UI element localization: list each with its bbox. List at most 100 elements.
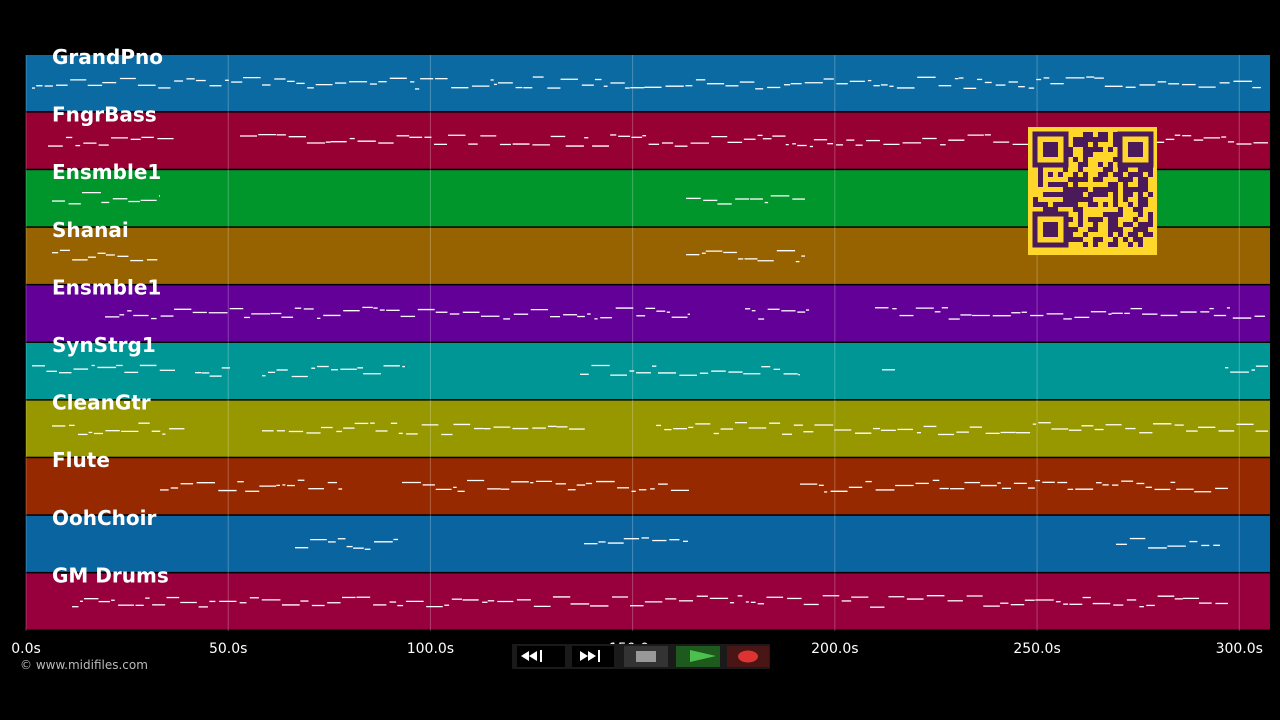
qr-module — [1113, 132, 1118, 137]
record-button[interactable] — [727, 646, 769, 667]
qr-module — [1038, 172, 1043, 177]
qr-module — [1073, 177, 1078, 182]
qr-module — [1068, 227, 1073, 232]
qr-module — [1128, 177, 1133, 182]
qr-module — [1098, 147, 1103, 152]
qr-module — [1108, 187, 1113, 192]
qr-module — [1063, 182, 1068, 187]
qr-module — [1148, 167, 1153, 172]
qr-module — [1098, 217, 1103, 222]
track-lane — [26, 55, 1270, 112]
tick-label: 250.0s — [1013, 641, 1060, 657]
qr-module — [1118, 232, 1123, 237]
qr-module — [1088, 132, 1093, 137]
qr-module — [1118, 207, 1123, 212]
qr-module — [1133, 227, 1138, 232]
copyright: © www.midifiles.com — [20, 658, 148, 672]
qr-module — [1068, 152, 1073, 157]
qr-module — [1113, 217, 1118, 222]
qr-module — [1118, 172, 1123, 177]
tick-label: 300.0s — [1216, 641, 1263, 657]
qr-module — [1078, 222, 1083, 227]
qr-module — [1058, 192, 1063, 197]
qr-finder-center — [1043, 142, 1058, 157]
stop-button[interactable] — [624, 646, 668, 667]
qr-module — [1058, 202, 1063, 207]
qr-finder-center — [1128, 142, 1143, 157]
qr-module — [1048, 182, 1053, 187]
qr-module — [1113, 222, 1118, 227]
qr-module — [1078, 207, 1083, 212]
qr-module — [1083, 242, 1088, 247]
qr-finder-center — [1043, 222, 1058, 237]
qr-module — [1143, 167, 1148, 172]
qr-module — [1138, 177, 1143, 182]
tick-label: 0.0s — [11, 641, 41, 657]
qr-module — [1068, 217, 1073, 222]
qr-module — [1123, 182, 1128, 187]
qr-module — [1083, 187, 1088, 192]
labels: GrandPno FngrBass Ensmble1 Shanai Ensmble1 Sy… — [52, 45, 169, 587]
qr-module — [1093, 242, 1098, 247]
qr-module — [1138, 197, 1143, 202]
qr-module — [1138, 242, 1143, 247]
grid — [25, 55, 1240, 631]
qr-module — [1093, 177, 1098, 182]
qr-module — [1128, 202, 1133, 207]
qr-module — [1103, 167, 1108, 172]
record-icon — [738, 650, 758, 663]
qr-module — [1068, 177, 1073, 182]
play-button[interactable] — [676, 646, 720, 667]
track-name: SynStrg1 — [52, 333, 156, 357]
qr-module — [1083, 232, 1088, 237]
track-name: Ensmble1 — [52, 275, 161, 299]
qr-module — [1108, 167, 1113, 172]
qr-module — [1058, 182, 1063, 187]
qr-module — [1093, 137, 1098, 142]
track-name: Flute — [52, 448, 110, 472]
qr-module — [1073, 192, 1078, 197]
qr-module — [1073, 197, 1078, 202]
qr-module — [1118, 212, 1123, 217]
qr-module — [1148, 192, 1153, 197]
qr-module — [1068, 147, 1073, 152]
qr-module — [1103, 192, 1108, 197]
qr-module — [1043, 207, 1048, 212]
track-lane — [26, 458, 1270, 515]
rewind-button[interactable] — [517, 646, 565, 667]
qr-module — [1093, 217, 1098, 222]
qr-module — [1058, 172, 1063, 177]
qr-module — [1143, 222, 1148, 227]
qr-module — [1133, 187, 1138, 192]
qr-module — [1133, 172, 1138, 177]
qr-module — [1093, 147, 1098, 152]
qr-module — [1148, 172, 1153, 177]
track-name: Ensmble1 — [52, 160, 161, 184]
qr-module — [1133, 237, 1138, 242]
qr-module — [1128, 187, 1133, 192]
qr-module — [1078, 212, 1083, 217]
qr-module — [1078, 217, 1083, 222]
qr-module — [1073, 142, 1078, 147]
qr-module — [1078, 137, 1083, 142]
qr-module — [1108, 217, 1113, 222]
qr-module — [1148, 222, 1153, 227]
qr-module — [1093, 227, 1098, 232]
qr-module — [1098, 172, 1103, 177]
track-lane — [26, 400, 1270, 457]
qr-module — [1113, 192, 1118, 197]
qr-module — [1078, 237, 1083, 242]
qr-module — [1108, 162, 1113, 167]
qr-module — [1098, 192, 1103, 197]
qr-module — [1138, 237, 1143, 242]
qr-module — [1043, 192, 1048, 197]
qr-module — [1068, 192, 1073, 197]
forward-button[interactable] — [572, 646, 614, 667]
track-name: GrandPno — [52, 45, 163, 69]
qr-module — [1038, 182, 1043, 187]
qr-module — [1138, 182, 1143, 187]
qr-module — [1038, 167, 1043, 172]
qr-module — [1113, 137, 1118, 142]
track-name: Shanai — [52, 218, 129, 242]
playback-controls — [512, 644, 770, 669]
